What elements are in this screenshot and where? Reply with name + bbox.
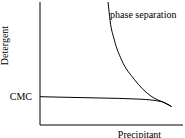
svg-text:Precipitant: Precipitant <box>118 129 162 138</box>
svg-text:Detergent: Detergent <box>8 26 10 65</box>
svg-text:phase separation: phase separation <box>110 9 176 20</box>
svg-text:CMC: CMC <box>10 91 33 102</box>
